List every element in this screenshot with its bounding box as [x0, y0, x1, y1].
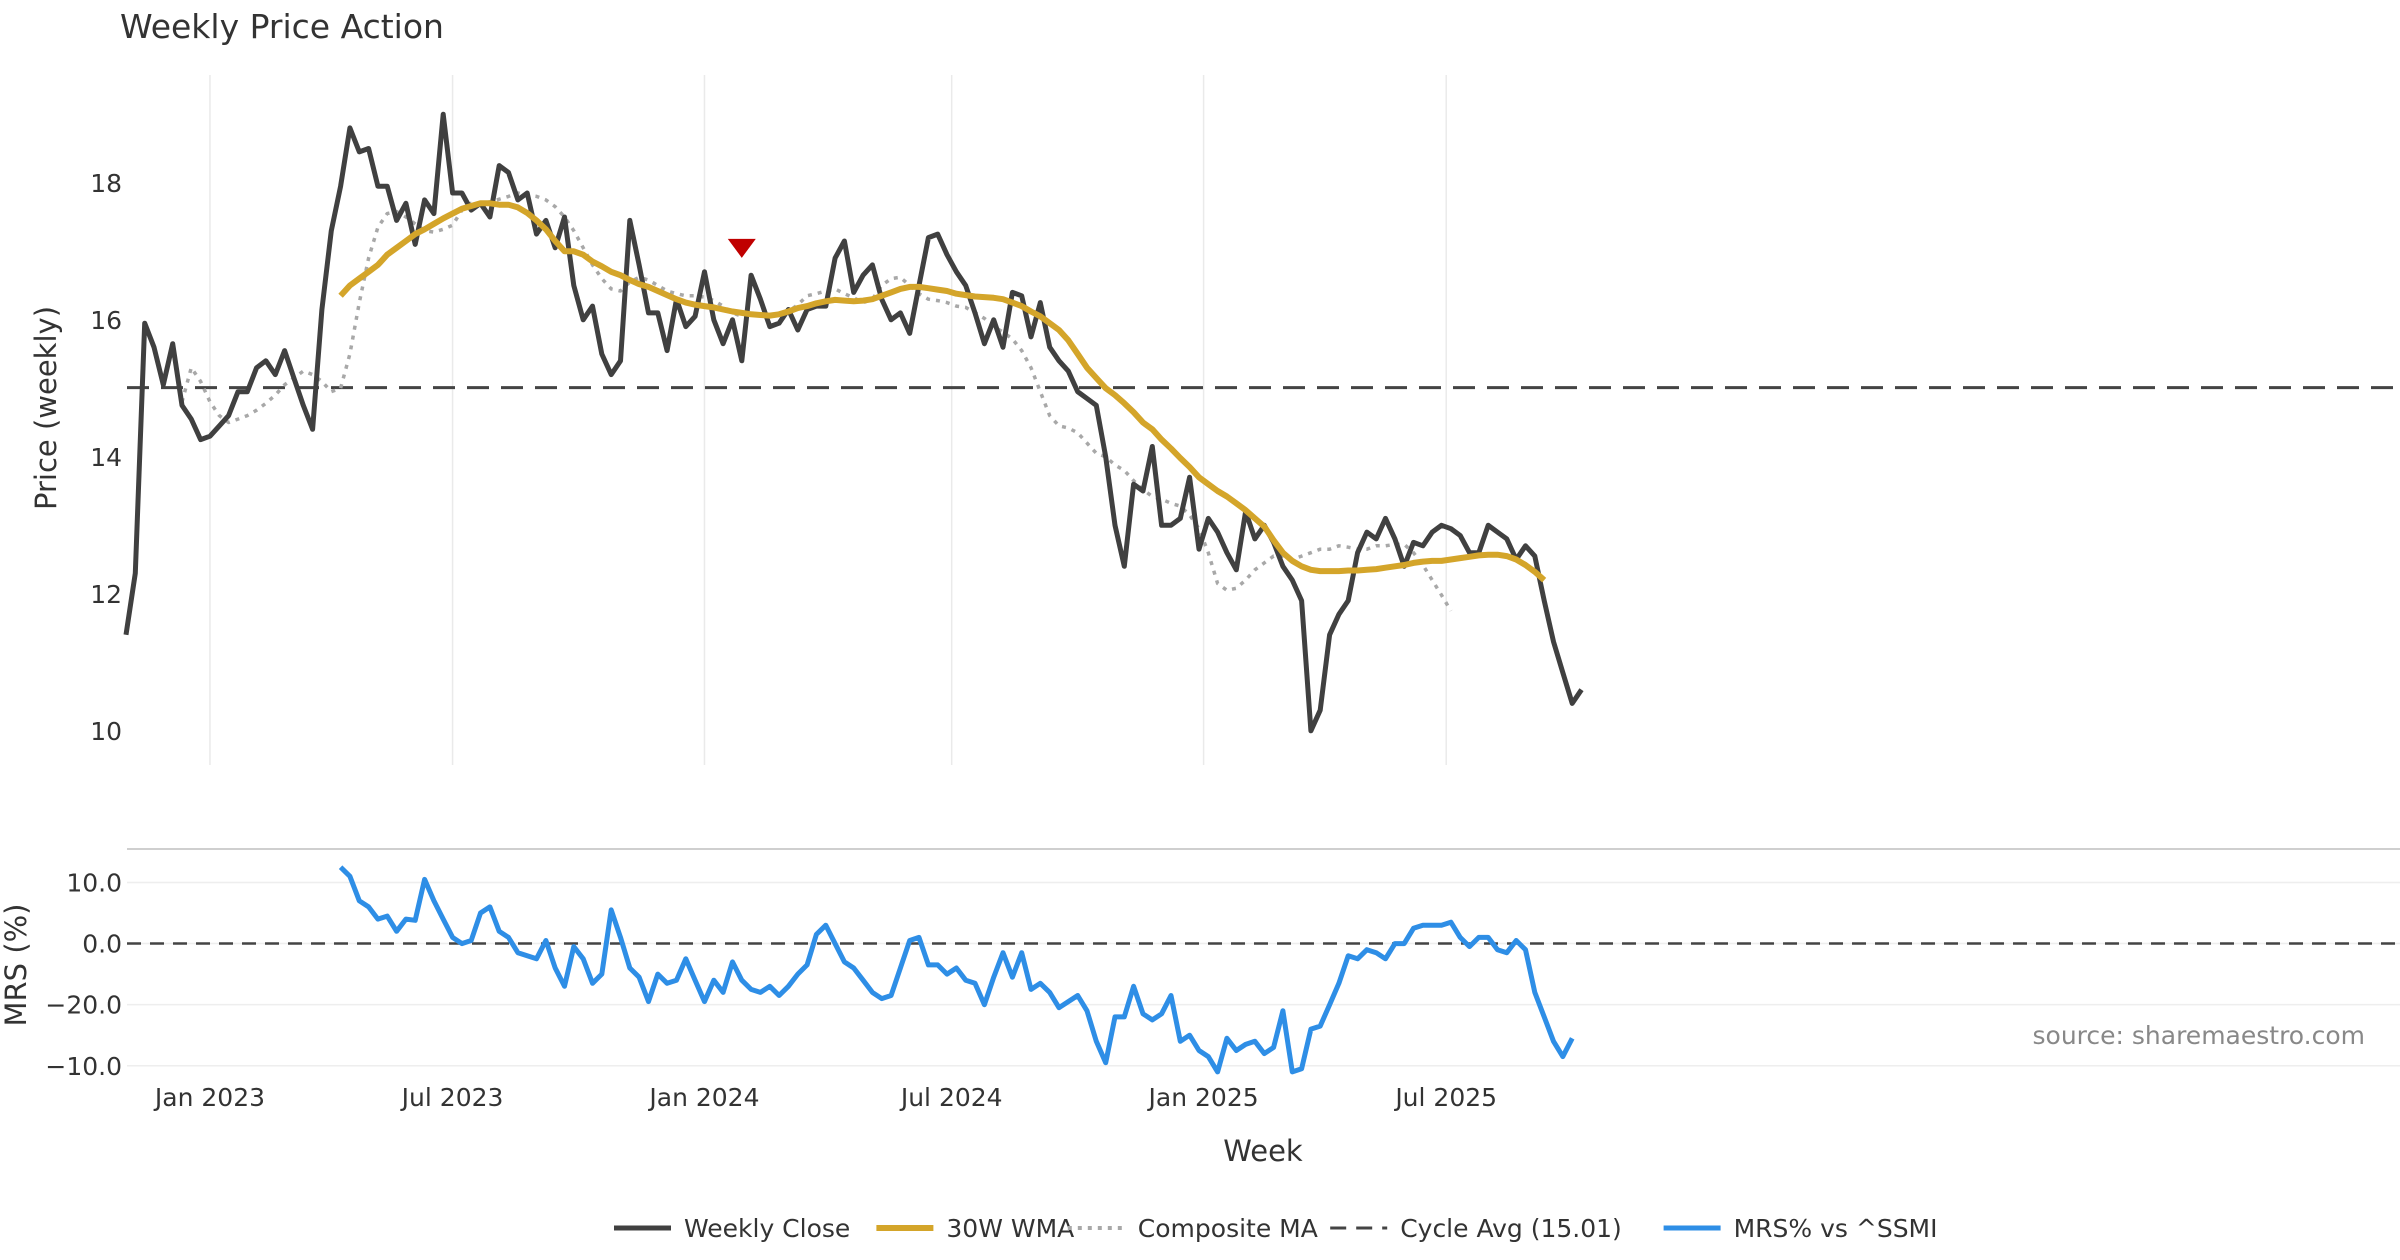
- mrs-y-tick-label: 0.0: [82, 930, 122, 959]
- weekly-close-line: [123, 111, 1584, 734]
- legend-label: Weekly Close: [684, 1214, 850, 1243]
- legend-label: Cycle Avg (15.01): [1400, 1214, 1622, 1243]
- legend-item: 30W WMA: [876, 1214, 1074, 1243]
- source-note: source: sharemaestro.com: [2033, 1021, 2366, 1050]
- price-y-tick-label: 12: [90, 580, 122, 609]
- x-tick-label: Jul 2023: [400, 1083, 504, 1112]
- legend-label: Composite MA: [1138, 1214, 1318, 1243]
- legend: Weekly Close 30W WMA Composite MA Cycle Avg…: [614, 1214, 1938, 1243]
- legend-item: MRS% vs ^SSMI: [1663, 1214, 1938, 1243]
- x-tick-label: Jan 2023: [153, 1083, 265, 1112]
- price-grid: [209, 75, 1447, 765]
- price-y-axis-label: Price (weekly): [29, 306, 63, 510]
- x-tick-label: Jul 2025: [1393, 1083, 1497, 1112]
- price-y-tick-label: 14: [90, 443, 122, 472]
- x-tick-label: Jan 2024: [647, 1083, 759, 1112]
- x-tick-label: Jan 2025: [1147, 1083, 1259, 1112]
- legend-label: 30W WMA: [946, 1214, 1074, 1243]
- mrs-y-tick-label: −20.0: [45, 991, 122, 1020]
- price-y-tick-label: 18: [90, 169, 122, 198]
- mrs-panel: 10.0 0.0 −20.0 −10.0 MRS (%) source: sharem…: [0, 865, 2400, 1081]
- x-axis-label: Week: [1223, 1134, 1303, 1168]
- mrs-y-ticks: 10.0 0.0 −20.0 −10.0: [45, 868, 122, 1080]
- price-y-ticks: 10 12 14 16 18: [90, 169, 122, 746]
- mrs-y-axis-label: MRS (%): [0, 904, 33, 1027]
- legend-item: Composite MA: [1067, 1214, 1318, 1243]
- x-tick-label: Jul 2024: [899, 1083, 1003, 1112]
- legend-label: MRS% vs ^SSMI: [1734, 1214, 1938, 1243]
- price-y-tick-label: 10: [90, 717, 122, 746]
- mrs-line: [338, 865, 1575, 1075]
- legend-item: Cycle Avg (15.01): [1330, 1214, 1622, 1243]
- mrs-y-tick-label: −10.0: [45, 1052, 122, 1081]
- composite-ma-line: [180, 191, 1453, 612]
- signal-marker-icon: [727, 238, 756, 258]
- wma-30w-line: [338, 200, 1547, 583]
- chart-title: Weekly Price Action: [120, 7, 444, 46]
- price-y-tick-label: 16: [90, 306, 122, 335]
- legend-item: Weekly Close: [614, 1214, 850, 1243]
- x-ticks: Jan 2023 Jul 2023 Jan 2024 Jul 2024 Jan 2025…: [153, 1083, 1497, 1112]
- mrs-y-tick-label: 10.0: [66, 868, 122, 897]
- price-panel: 10 12 14 16 18 Price (weekly): [29, 75, 2400, 765]
